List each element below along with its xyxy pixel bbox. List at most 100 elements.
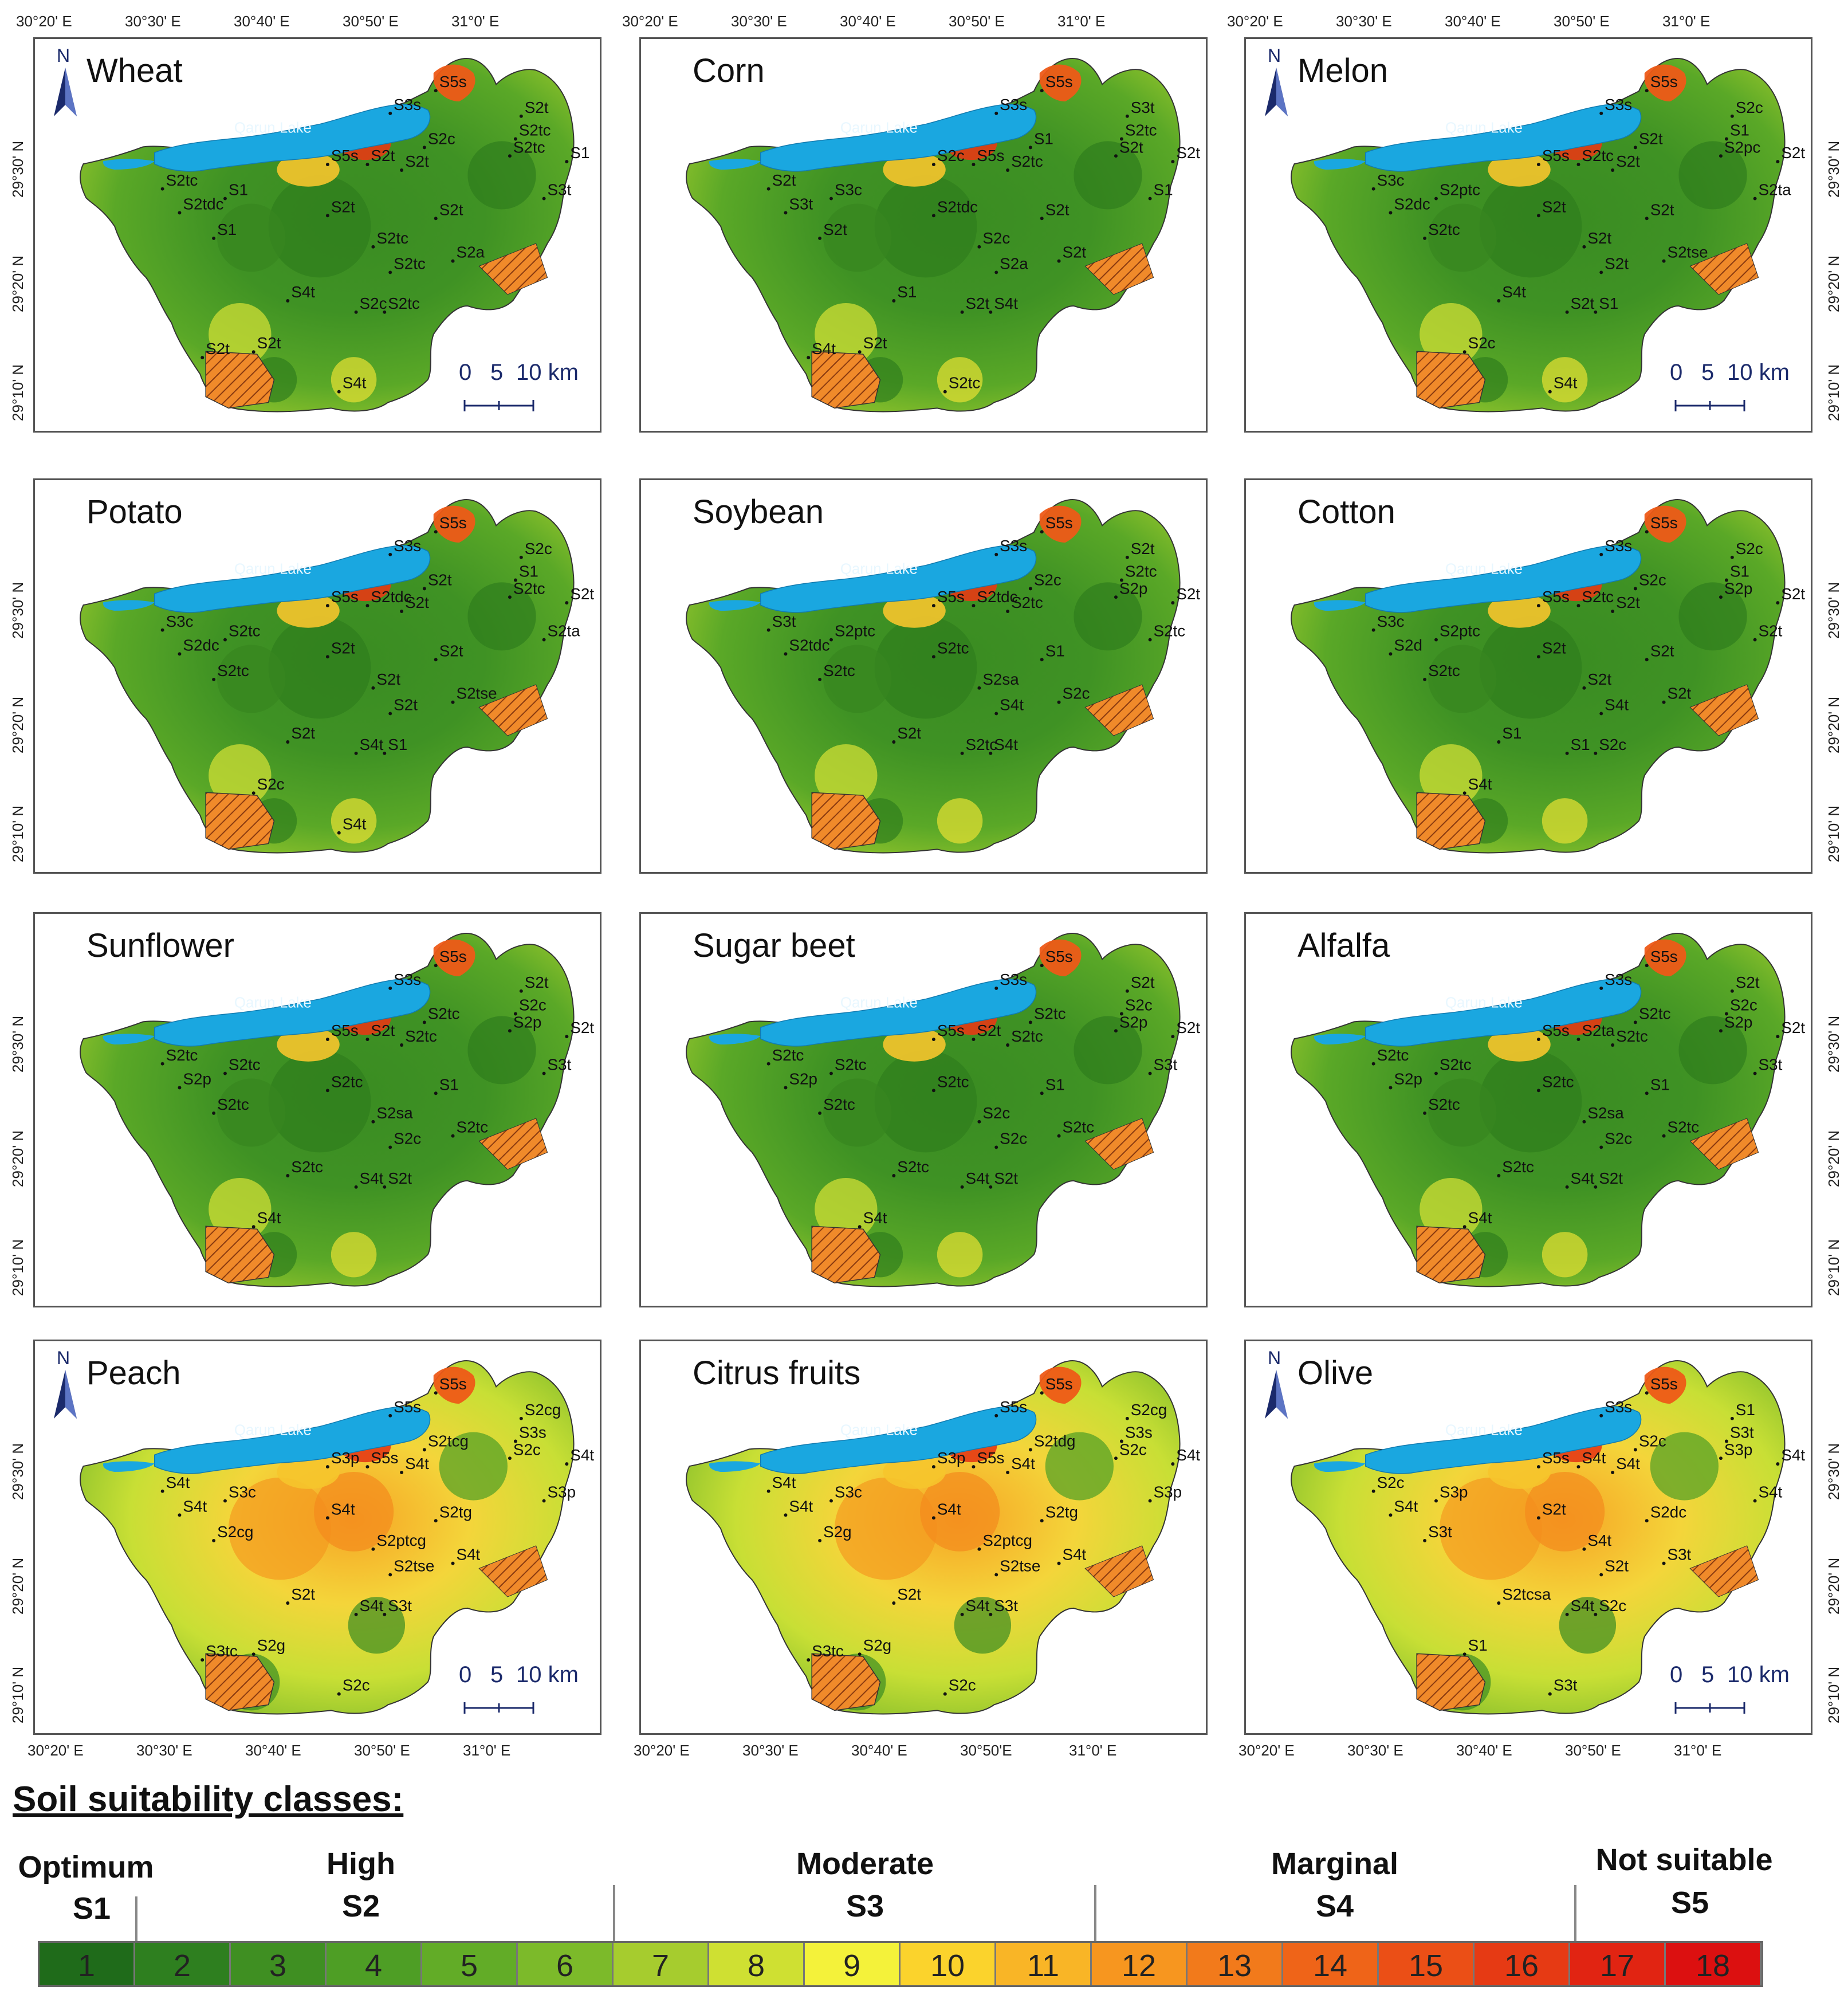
sample-point — [251, 791, 255, 795]
suitability-label: S4t — [343, 815, 367, 833]
suitability-label: S4t — [966, 1597, 990, 1615]
sample-point — [829, 1071, 833, 1075]
map-panel-citrus-fruits: Qarun Lake S5s S2cg S5s S3s S2tdg S2c S3p S5s S4t… — [639, 1340, 1208, 1735]
sample-point — [1114, 595, 1118, 599]
sample-point — [972, 1038, 976, 1042]
suitability-zone — [937, 357, 983, 403]
legend-cell-1: 1 — [40, 1943, 135, 1985]
suitability-label: S2tc — [291, 1158, 323, 1176]
sample-point — [1057, 1561, 1061, 1565]
crop-title: Cotton — [1297, 493, 1395, 531]
sample-point — [1114, 154, 1118, 158]
sample-point — [1662, 1134, 1666, 1138]
sample-point — [178, 211, 182, 215]
sample-point — [212, 236, 216, 240]
suitability-label: S2t — [1587, 670, 1611, 688]
sample-point — [1171, 160, 1175, 164]
legend-cell-17: 17 — [1570, 1943, 1666, 1985]
suitability-label: S4t — [994, 294, 1018, 312]
sample-point — [1389, 652, 1393, 656]
sample-point — [160, 1489, 164, 1493]
qarun-lake — [1365, 1406, 1642, 1474]
suitability-zone — [331, 798, 377, 844]
suitability-label: S4t — [1759, 1483, 1783, 1501]
sample-point — [1125, 114, 1129, 118]
suitability-label: S2pc — [1724, 138, 1761, 156]
hatched-zone — [478, 684, 548, 736]
suitability-zone — [1542, 1232, 1588, 1278]
suitability-label: S2tc — [1428, 1095, 1460, 1113]
crop-title: Citrus fruits — [693, 1354, 861, 1392]
qarun-lake — [1365, 545, 1642, 613]
suitability-label: S3p — [331, 1449, 360, 1467]
suitability-label: S2dc — [1394, 195, 1430, 213]
sample-point — [1423, 1111, 1427, 1115]
sample-point — [1057, 1134, 1061, 1138]
sample-point — [1645, 964, 1649, 968]
suitability-label: S5s — [977, 1449, 1004, 1467]
sample-point — [1114, 1029, 1118, 1033]
suitability-label: S4t — [343, 374, 367, 392]
sample-point — [286, 299, 290, 303]
sample-point — [1753, 197, 1757, 201]
marginal-zone — [1488, 152, 1551, 187]
legend-cell-13: 13 — [1188, 1943, 1283, 1985]
north-arrow-icon: N — [1256, 45, 1296, 119]
sample-point — [542, 638, 546, 642]
suitability-label: S2tc — [388, 294, 420, 312]
suitability-label: S2t — [1119, 138, 1143, 156]
sample-point — [223, 1499, 227, 1503]
qarun-lake — [103, 1461, 155, 1472]
suitability-label: S3c — [166, 612, 194, 630]
suitability-label: S4t — [405, 1455, 429, 1472]
suitability-label: S2tc — [937, 1073, 969, 1090]
sample-point — [1462, 1652, 1466, 1656]
sample-point — [931, 1089, 935, 1093]
lat-tick-label: 29°30' N — [9, 140, 26, 198]
suitability-label: S2t — [439, 642, 463, 659]
lon-tick-label: 30°50' E — [1554, 13, 1610, 30]
sample-point — [1719, 595, 1723, 599]
sample-point — [977, 1547, 981, 1551]
unsuitable-zone — [1644, 939, 1686, 977]
suitability-label: S2sa — [982, 670, 1019, 688]
sample-point — [434, 217, 438, 221]
sample-point — [519, 114, 523, 118]
sample-point — [1028, 1020, 1032, 1024]
sample-point — [212, 677, 216, 681]
sample-point — [1594, 751, 1598, 755]
suitability-label: S4t — [772, 1474, 796, 1491]
suitability-label: S2t — [525, 99, 549, 116]
suitability-label: S3t — [1428, 1523, 1452, 1541]
lat-tick-label: 29°10' N — [1825, 364, 1842, 421]
map-panel-peach: Qarun Lake S5s S2cg S5s S3s S2tcg S2c S3p S5s S4t… — [33, 1340, 601, 1735]
sample-point — [354, 751, 358, 755]
sample-point — [1594, 310, 1598, 314]
suitability-label: S2t — [1542, 1500, 1566, 1518]
sample-point — [1497, 1601, 1501, 1605]
sample-point — [1633, 587, 1637, 591]
suitability-label: S2p — [183, 1070, 211, 1087]
sample-point — [1611, 610, 1615, 613]
suitability-label: S2tc — [513, 138, 545, 156]
suitability-label: S2t — [1176, 144, 1200, 162]
sample-point — [542, 1071, 546, 1075]
suitability-label: S5s — [1650, 1375, 1678, 1393]
suitability-label: S2t — [1781, 1019, 1805, 1036]
legend-cell-5: 5 — [422, 1943, 518, 1985]
sample-point — [388, 1573, 392, 1577]
class-code-s2: S2 — [341, 1889, 380, 1923]
crop-title: Sunflower — [86, 927, 234, 964]
lake-label: Qarun Lake — [1445, 995, 1523, 1011]
suitability-label: S4t — [291, 283, 315, 301]
suitability-label: S4t — [1176, 1446, 1200, 1464]
suitability-zone — [815, 303, 878, 366]
sample-point — [1633, 1020, 1637, 1024]
map-panel-soybean: Qarun Lake S5s S2t S3s S2tc S2c S2p S5s S2tdc S2t… — [639, 478, 1208, 874]
sample-point — [383, 310, 387, 314]
lat-tick-label: 29°10' N — [9, 1666, 26, 1723]
sample-point — [223, 197, 227, 201]
sample-point — [337, 831, 341, 835]
lat-tick-label: 29°20' N — [9, 1557, 26, 1615]
